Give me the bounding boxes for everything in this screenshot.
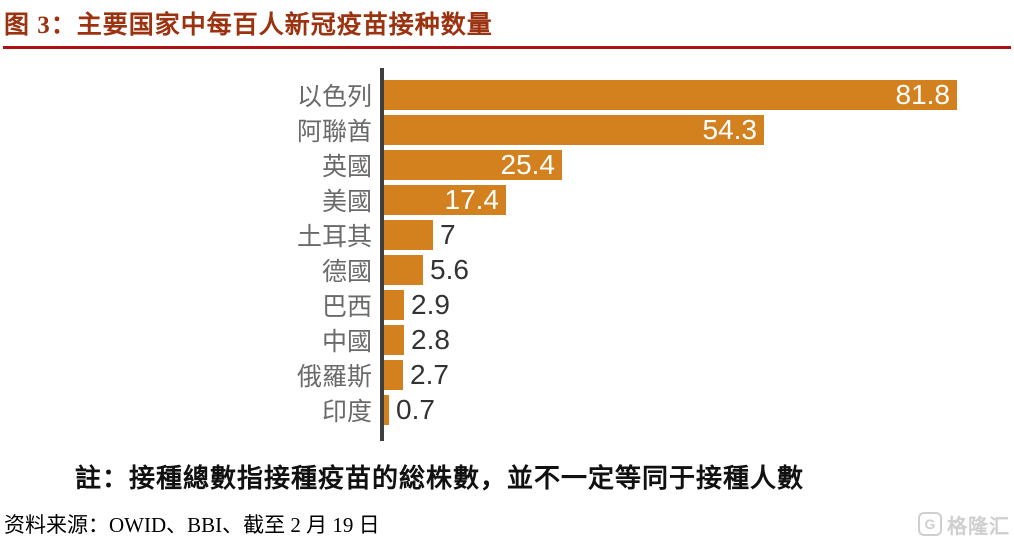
chart-row: 土耳其 7	[0, 217, 1014, 252]
bar-chart: 以色列 81.8 阿聯酋 54.3 英國 25.4 美國 17.4 土耳其 7 德國 5.6 巴西 2.9…	[0, 68, 1014, 441]
gelonghui-logo-icon: G	[918, 512, 942, 536]
chart-row: 德國 5.6	[0, 252, 1014, 287]
value-label: 2.7	[410, 358, 449, 390]
chart-row: 中國 2.8	[0, 322, 1014, 357]
bar	[384, 254, 423, 285]
value-label: 7	[440, 218, 456, 250]
category-label: 英國	[321, 152, 372, 181]
figure-panel: 图 3：主要国家中每百人新冠疫苗接种数量 以色列 81.8 阿聯酋 54.3 英國 25.…	[0, 12, 1014, 538]
bar-cell: 7	[384, 218, 1014, 250]
category-label: 印度	[321, 397, 372, 426]
value-label: 81.8	[895, 78, 951, 110]
gelonghui-logo: G 格隆汇	[918, 510, 1010, 539]
value-label: 5.6	[430, 253, 469, 285]
bar	[384, 324, 404, 355]
chart-row: 阿聯酋 54.3	[0, 112, 1014, 147]
bar-cell: 2.7	[384, 358, 1014, 390]
y-axis-line	[380, 68, 384, 441]
value-label: 25.4	[500, 148, 556, 180]
chart-row: 印度 0.7	[0, 392, 1014, 427]
value-label: 54.3	[702, 113, 758, 145]
bar-cell: 0.7	[384, 393, 1014, 425]
gelonghui-logo-text: 格隆汇	[947, 515, 1010, 538]
bar-cell: 54.3	[384, 113, 1014, 145]
category-label: 俄羅斯	[296, 362, 372, 391]
figure-title: 图 3：主要国家中每百人新冠疫苗接种数量	[4, 12, 493, 39]
bar-cell: 25.4	[384, 148, 1014, 180]
bar	[384, 219, 433, 250]
chart-row: 以色列 81.8	[0, 77, 1014, 112]
value-label: 0.7	[396, 393, 435, 425]
category-label: 德國	[321, 257, 372, 286]
bar-cell: 5.6	[384, 253, 1014, 285]
category-label: 土耳其	[296, 222, 372, 251]
bar: 25.4	[384, 148, 562, 180]
category-label: 阿聯酋	[296, 117, 372, 146]
bar	[384, 289, 404, 320]
category-label: 巴西	[321, 292, 372, 321]
bar: 17.4	[384, 183, 506, 215]
title-underline	[3, 46, 1011, 49]
value-label: 2.8	[411, 323, 450, 355]
chart-row: 英國 25.4	[0, 147, 1014, 182]
chart-row: 巴西 2.9	[0, 287, 1014, 322]
category-label: 以色列	[296, 82, 372, 111]
bar	[384, 359, 403, 390]
value-label: 2.9	[411, 288, 450, 320]
data-source: 资料来源：OWID、BBI、截至 2 月 19 日	[4, 513, 380, 537]
bar-cell: 17.4	[384, 183, 1014, 215]
category-label: 美國	[321, 187, 372, 216]
bar-cell: 2.9	[384, 288, 1014, 320]
value-label: 17.4	[444, 183, 500, 215]
bar	[384, 394, 389, 425]
bar: 54.3	[384, 113, 764, 145]
bar: 81.8	[384, 78, 957, 110]
chart-row: 俄羅斯 2.7	[0, 357, 1014, 392]
chart-row: 美國 17.4	[0, 182, 1014, 217]
bar-cell: 81.8	[384, 78, 1014, 110]
category-label: 中國	[321, 327, 372, 356]
footer: 资料来源：OWID、BBI、截至 2 月 19 日 G 格隆汇	[0, 509, 1014, 539]
chart-note: 註：接種總數指接種疫苗的総株數，並不一定等同于接種人數	[75, 463, 805, 493]
bar-rows: 以色列 81.8 阿聯酋 54.3 英國 25.4 美國 17.4 土耳其 7 德國 5.6 巴西 2.9…	[0, 68, 1014, 427]
bar-cell: 2.8	[384, 323, 1014, 355]
